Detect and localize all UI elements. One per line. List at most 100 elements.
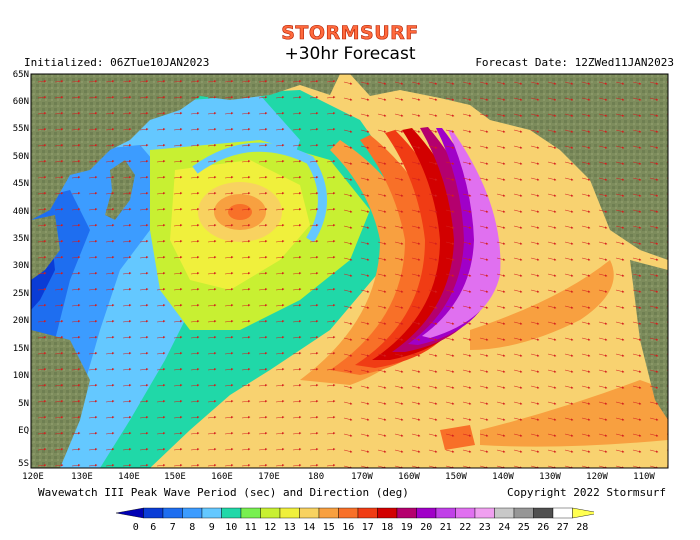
- direction-arrow: [428, 209, 438, 213]
- direction-arrow: [547, 241, 557, 245]
- direction-arrow: [428, 449, 438, 453]
- direction-arrow: [513, 129, 523, 133]
- direction-arrow: [258, 368, 268, 371]
- direction-arrow: [190, 352, 200, 355]
- direction-arrow: [88, 320, 98, 323]
- direction-arrow: [343, 433, 353, 437]
- direction-arrow: [632, 305, 642, 309]
- direction-arrow: [88, 336, 98, 339]
- direction-arrow: [105, 416, 115, 419]
- direction-arrow: [632, 177, 642, 181]
- direction-arrow: [462, 433, 472, 437]
- direction-arrow: [445, 193, 455, 197]
- direction-arrow: [496, 177, 506, 181]
- direction-arrow: [615, 145, 625, 149]
- direction-arrow: [343, 97, 353, 101]
- direction-arrow: [156, 464, 166, 467]
- lon-label: 140E: [118, 472, 140, 482]
- direction-arrow: [156, 320, 166, 323]
- direction-arrow: [105, 208, 115, 211]
- direction-arrow: [207, 400, 217, 403]
- direction-arrow: [275, 144, 285, 147]
- direction-arrow: [377, 433, 387, 437]
- direction-arrow: [581, 337, 591, 341]
- direction-arrow: [377, 129, 387, 133]
- direction-arrow: [139, 336, 149, 339]
- lat-label: 60N: [13, 97, 29, 107]
- direction-arrow: [360, 273, 370, 277]
- lat-labels: 65N 60N 55N 50N 45N 40N 35N 30N 25N 20N …: [13, 70, 29, 469]
- direction-arrow: [445, 81, 455, 85]
- direction-arrow: [649, 337, 659, 341]
- colorbar-label: 27: [557, 522, 569, 533]
- direction-arrow: [343, 81, 353, 85]
- direction-arrow: [479, 337, 489, 341]
- direction-arrow: [139, 192, 149, 195]
- direction-arrow: [428, 417, 438, 421]
- direction-arrow: [615, 289, 625, 293]
- direction-arrow: [258, 336, 268, 339]
- direction-arrow: [241, 432, 251, 435]
- direction-arrow: [377, 369, 387, 373]
- direction-arrow: [479, 305, 489, 309]
- direction-arrow: [632, 417, 642, 421]
- direction-arrow: [615, 209, 625, 213]
- direction-arrow: [190, 224, 200, 227]
- direction-arrow: [258, 320, 268, 323]
- direction-arrow: [105, 464, 115, 467]
- direction-arrow: [37, 208, 47, 211]
- direction-arrow: [37, 160, 47, 163]
- direction-arrow: [598, 97, 608, 101]
- direction-arrow: [224, 432, 234, 435]
- direction-arrow: [54, 288, 64, 291]
- direction-arrow: [54, 416, 64, 419]
- direction-arrow: [258, 352, 268, 355]
- direction-arrow: [156, 144, 166, 147]
- direction-arrow: [88, 128, 98, 131]
- direction-arrow: [122, 208, 132, 211]
- direction-arrow: [122, 128, 132, 131]
- direction-arrow: [581, 449, 591, 453]
- direction-arrow: [71, 464, 81, 467]
- colorbar-label: 16: [342, 522, 354, 533]
- direction-arrow: [190, 160, 200, 163]
- direction-arrow: [173, 448, 183, 451]
- direction-arrow: [360, 161, 370, 165]
- direction-arrow: [156, 96, 166, 99]
- direction-arrow: [598, 145, 608, 149]
- direction-arrow: [122, 336, 132, 339]
- direction-arrow: [241, 208, 251, 211]
- lon-label: 120E: [22, 472, 44, 482]
- asia-land: [31, 74, 340, 220]
- se-band-15s: [470, 260, 614, 350]
- direction-arrow: [54, 144, 64, 147]
- direction-arrow: [581, 193, 591, 197]
- lon-label: 150E: [164, 472, 186, 482]
- direction-arrow: [241, 320, 251, 323]
- direction-arrow: [615, 417, 625, 421]
- direction-arrow: [173, 464, 183, 467]
- direction-arrow: [88, 208, 98, 211]
- direction-arrow: [105, 352, 115, 355]
- direction-arrow: [292, 272, 302, 275]
- direction-arrow: [241, 112, 251, 115]
- direction-arrow: [190, 192, 200, 195]
- colorbar-label: 14: [303, 522, 315, 533]
- direction-arrow: [326, 224, 336, 227]
- direction-arrow: [496, 305, 506, 309]
- direction-arrow: [343, 321, 353, 325]
- direction-arrow: [190, 320, 200, 323]
- direction-arrow: [309, 448, 319, 451]
- direction-arrow: [71, 272, 81, 275]
- direction-arrow: [190, 416, 200, 419]
- direction-arrow: [530, 225, 540, 229]
- direction-arrow: [394, 241, 404, 245]
- direction-arrow: [547, 81, 557, 85]
- direction-arrow: [649, 177, 659, 181]
- direction-arrow: [445, 401, 455, 405]
- direction-arrow: [224, 384, 234, 387]
- direction-arrow: [54, 112, 64, 115]
- direction-arrow: [224, 240, 234, 243]
- direction-arrow: [649, 209, 659, 213]
- direction-arrow: [513, 273, 523, 277]
